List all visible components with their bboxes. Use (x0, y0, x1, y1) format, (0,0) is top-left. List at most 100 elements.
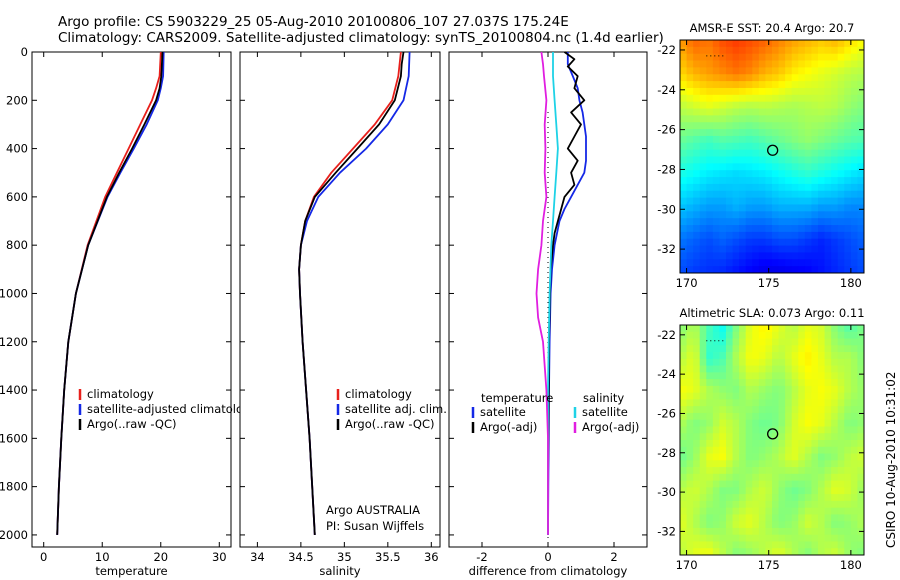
sst-grid-cell (844, 142, 852, 151)
sst-grid-cell (745, 60, 753, 68)
sst-grid-cell (712, 60, 720, 68)
sla-grid-cell (772, 521, 779, 529)
sst-grid-cell (785, 67, 793, 75)
salinity-legend-label: climatology (345, 387, 412, 401)
sst-grid-cell (857, 81, 865, 89)
sst-grid-cell (686, 74, 694, 82)
sla-grid-cell (818, 399, 825, 407)
sla-grid-cell (706, 345, 714, 353)
sla-grid-cell (712, 480, 720, 488)
sst-grid-cell (811, 225, 819, 233)
sla-grid-cell (752, 433, 760, 441)
sst-grid-cell (693, 156, 701, 164)
sla-grid-cell (699, 440, 707, 448)
sla-grid-cell (811, 453, 819, 461)
sst-grid-cell (831, 108, 839, 116)
sla-grid-cell (680, 500, 687, 509)
sla-grid-cell (844, 541, 852, 549)
sla-grid-cell (706, 365, 714, 373)
sst-grid-cell (739, 245, 747, 253)
sst-grid-cell (850, 231, 858, 240)
sst-grid-cell (772, 259, 779, 267)
sla-grid-cell (726, 494, 733, 502)
sst-grid-cell (706, 142, 714, 151)
sla-lat-tick-label: -26 (657, 406, 676, 420)
sst-grid-cell (850, 115, 858, 123)
sla-grid-cell (850, 379, 858, 387)
sst-grid-cell (844, 197, 852, 205)
sla-grid-cell (706, 500, 714, 509)
sst-grid-cell (686, 142, 694, 151)
sla-grid-cell (765, 419, 773, 427)
sla-grid-cell (811, 541, 819, 549)
sla-grid-cell (831, 453, 839, 461)
sla-grid-cell (739, 399, 747, 407)
sst-grid-cell (811, 204, 819, 212)
sla-grid-cell (758, 480, 766, 488)
sla-grid-cell (844, 325, 852, 333)
sst-grid-cell (745, 204, 753, 212)
sla-grid-cell (758, 446, 766, 454)
sla-grid-cell (811, 514, 819, 522)
sst-grid-cell (699, 266, 707, 274)
sla-grid-cell (791, 440, 799, 448)
sst-grid-cell (818, 204, 825, 212)
sst-grid-cell (811, 183, 819, 192)
sla-grid-cell (745, 358, 753, 366)
sst-grid-cell (791, 129, 799, 137)
sla-grid-cell (772, 480, 779, 488)
sst-grid-cell (837, 67, 845, 75)
sla-grid-cell (719, 385, 727, 394)
sla-grid-cell (804, 426, 812, 434)
sst-grid-cell (804, 87, 812, 96)
sla-grid-cell (758, 433, 766, 441)
sla-grid-cell (680, 358, 687, 366)
sst-grid-cell (706, 94, 714, 103)
sst-grid-cell (785, 53, 793, 61)
sla-grid-cell (706, 446, 714, 454)
sst-grid-cell (850, 183, 858, 192)
sst-grid-cell (699, 245, 707, 253)
sla-grid-cell (831, 440, 839, 448)
sst-grid-cell (686, 252, 694, 260)
sla-grid-cell (726, 460, 733, 468)
sla-grid-cell (752, 453, 760, 461)
sst-grid-cell (824, 170, 832, 178)
sla-grid-cell (798, 338, 806, 346)
sla-grid-cell (706, 453, 714, 461)
sst-grid-cell (752, 122, 760, 130)
sla-lon-tick-label: 175 (758, 558, 780, 572)
sst-grid-cell (712, 53, 720, 61)
sla-grid-cell (778, 473, 786, 481)
sla-grid-cell (758, 487, 766, 495)
sst-lon-tick-label: 170 (676, 276, 698, 290)
sla-grid-cell (739, 521, 747, 529)
sst-grid-cell (712, 211, 720, 219)
sla-grid-cell (778, 345, 786, 353)
sla-grid-cell (837, 399, 845, 407)
sst-grid-cell (745, 183, 753, 192)
sst-grid-cell (785, 156, 793, 164)
sla-grid-cell (824, 419, 832, 427)
sst-grid-cell (778, 170, 786, 178)
sla-grid-cell (712, 460, 720, 468)
sla-grid-cell (745, 325, 753, 333)
sla-grid-cell (745, 446, 753, 454)
sst-grid-cell (791, 266, 799, 274)
sla-grid-cell (844, 406, 852, 414)
sst-grid-cell (837, 94, 845, 103)
sla-grid-cell (712, 379, 720, 387)
sst-grid-cell (785, 252, 793, 260)
sla-grid-cell (811, 406, 819, 414)
sst-grid-cell (699, 94, 707, 103)
sst-grid-cell (686, 183, 694, 192)
sst-grid-cell (798, 170, 806, 178)
sla-grid-cell (712, 494, 720, 502)
sst-grid-cell (758, 177, 766, 185)
sla-grid-cell (857, 494, 865, 502)
sst-grid-cell (831, 40, 839, 48)
sla-grid-cell (798, 331, 806, 339)
sst-grid-cell (791, 87, 799, 96)
sla-grid-cell (804, 345, 812, 353)
sla-grid-cell (712, 487, 720, 495)
